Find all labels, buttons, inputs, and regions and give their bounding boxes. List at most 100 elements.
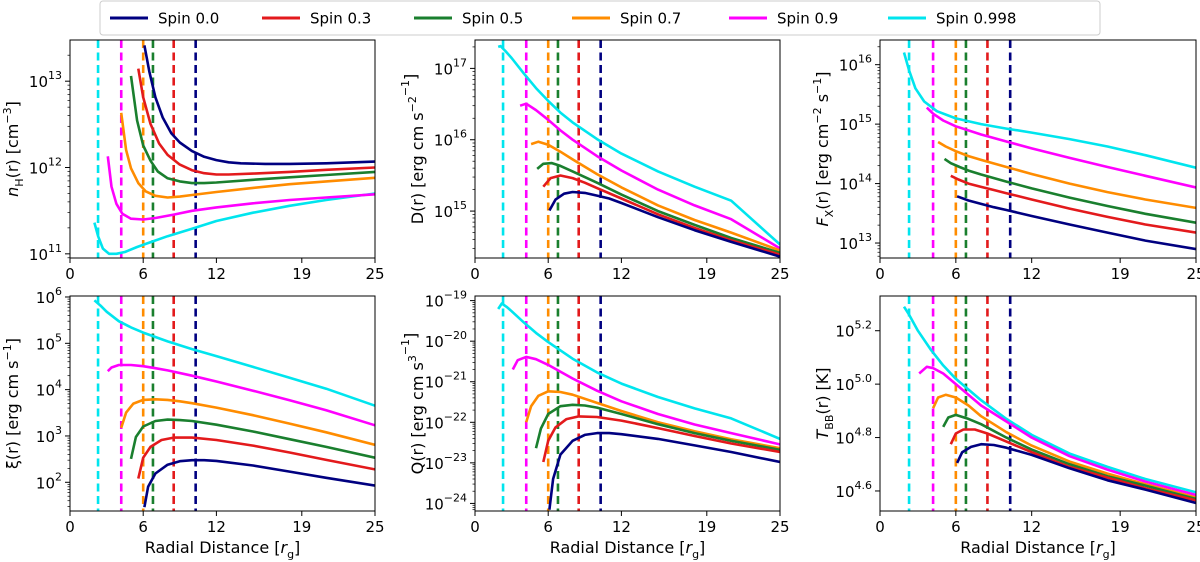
series-line bbox=[106, 156, 375, 221]
y-tick-label: 1013 bbox=[29, 69, 62, 91]
y-tick-label: 106 bbox=[36, 285, 62, 307]
y-axis-label: Q(r) [erg cm s3−1] bbox=[399, 333, 427, 475]
series-line bbox=[106, 363, 375, 427]
series-line bbox=[519, 102, 780, 250]
series-line bbox=[937, 140, 1196, 210]
series-line bbox=[955, 442, 1196, 505]
series-line bbox=[925, 106, 1196, 189]
axes-frame bbox=[69, 39, 376, 259]
series-line bbox=[548, 431, 780, 510]
x-tick-label: 12 bbox=[612, 518, 631, 536]
x-tick-label: 25 bbox=[365, 265, 384, 283]
series-line bbox=[548, 190, 780, 258]
x-tick-label: 19 bbox=[1111, 518, 1130, 536]
x-tick-label: 12 bbox=[1022, 518, 1041, 536]
x-tick-label: 19 bbox=[1111, 265, 1130, 283]
y-tick-label: 1016 bbox=[839, 53, 872, 75]
y-tick-label: 104 bbox=[36, 378, 62, 400]
panel-6: 0 6 12 19 25 104.6 104.8 105.0 105.2 TBB(r) [K] Ra… bbox=[813, 295, 1200, 561]
x-tick-label: 25 bbox=[1186, 265, 1200, 283]
x-axis-label: Radial Distance [rg] bbox=[960, 538, 1116, 561]
y-tick-label: 104.6 bbox=[835, 479, 872, 501]
legend-entry: Spin 0.5 bbox=[414, 10, 523, 28]
panel-2: 0 6 12 19 25 1015 1016 1017 D(r) [erg cm s−2−1] bbox=[399, 39, 790, 283]
x-tick-label: 19 bbox=[292, 265, 311, 283]
y-axis-label: ξ(r) [erg cm s−1] bbox=[1, 338, 22, 469]
y-tick-label: 1013 bbox=[839, 231, 872, 253]
series-line bbox=[137, 436, 375, 479]
series-line bbox=[949, 428, 1196, 502]
y-tick-label: 10−22 bbox=[425, 410, 467, 432]
x-axis-label: Radial Distance [rg] bbox=[550, 538, 706, 561]
series-line bbox=[542, 415, 780, 463]
series-line bbox=[119, 397, 375, 447]
series-line bbox=[902, 52, 1196, 169]
legend-label: Spin 0.9 bbox=[777, 10, 838, 28]
series-line bbox=[902, 306, 1196, 494]
x-tick-label: 6 bbox=[138, 265, 148, 283]
x-tick-label: 12 bbox=[612, 265, 631, 283]
series-line bbox=[497, 302, 780, 441]
plot-area bbox=[497, 296, 780, 511]
x-tick-label: 19 bbox=[697, 265, 716, 283]
x-tick-label: 0 bbox=[65, 518, 75, 536]
x-tick-label: 6 bbox=[138, 518, 148, 536]
x-tick-label: 19 bbox=[292, 518, 311, 536]
axes-frame bbox=[474, 39, 781, 259]
series-line bbox=[129, 75, 375, 185]
y-tick-label: 103 bbox=[36, 424, 62, 446]
y-tick-label: 1012 bbox=[29, 156, 62, 178]
x-tick-label: 0 bbox=[470, 265, 480, 283]
plot-area bbox=[93, 40, 375, 258]
x-tick-label: 6 bbox=[951, 265, 961, 283]
series-line bbox=[942, 413, 1196, 501]
series-line bbox=[497, 44, 780, 246]
plot-area bbox=[902, 40, 1196, 258]
panel-4: 0 6 12 19 25 102 103 104 105 106 ξ(r) [erg cm s−1]… bbox=[1, 285, 385, 561]
y-tick-label: 105.2 bbox=[835, 319, 872, 341]
series-line bbox=[129, 418, 375, 460]
x-tick-label: 19 bbox=[697, 518, 716, 536]
legend-label: Spin 0.0 bbox=[158, 10, 219, 28]
y-tick-label: 102 bbox=[36, 470, 62, 492]
axes-frame bbox=[474, 295, 781, 512]
y-tick-label: 10−21 bbox=[425, 370, 467, 392]
x-axis-label: Radial Distance [rg] bbox=[145, 538, 301, 561]
y-tick-label: 1011 bbox=[29, 242, 62, 264]
axes-frame bbox=[879, 295, 1197, 512]
y-tick-label: 1014 bbox=[839, 172, 872, 194]
y-tick-label: 104.8 bbox=[835, 426, 872, 448]
legend: Spin 0.0 Spin 0.3 Spin 0.5 Spin 0.7 Spin 0.9… bbox=[99, 0, 1101, 36]
y-axis-label: TBB(r) [K] bbox=[813, 368, 836, 440]
series-line bbox=[542, 174, 780, 256]
series-line bbox=[93, 192, 375, 256]
x-tick-label: 25 bbox=[770, 265, 789, 283]
series-line bbox=[524, 389, 780, 450]
y-axis-label: FX(r) [erg cm−2 s−1] bbox=[811, 71, 836, 226]
y-tick-label: 105.0 bbox=[835, 372, 872, 394]
y-axis-label: D(r) [erg cm s−2−1] bbox=[399, 74, 427, 225]
plot-area bbox=[93, 296, 375, 511]
series-line bbox=[956, 195, 1196, 251]
series-line bbox=[530, 140, 780, 252]
plot-area bbox=[497, 40, 780, 258]
series-line bbox=[918, 365, 1196, 497]
x-tick-label: 0 bbox=[65, 265, 75, 283]
series-line bbox=[93, 299, 375, 407]
series-line bbox=[143, 45, 375, 166]
y-tick-label: 10−23 bbox=[425, 451, 467, 473]
x-tick-label: 12 bbox=[207, 518, 226, 536]
y-tick-label: 10−24 bbox=[425, 491, 467, 513]
x-tick-label: 6 bbox=[543, 265, 553, 283]
x-tick-label: 0 bbox=[875, 265, 885, 283]
series-line bbox=[143, 458, 375, 508]
legend-label: Spin 0.5 bbox=[462, 10, 523, 28]
plot-area bbox=[902, 296, 1196, 511]
x-tick-label: 0 bbox=[875, 518, 885, 536]
x-tick-label: 0 bbox=[470, 518, 480, 536]
y-tick-label: 10−19 bbox=[425, 289, 467, 311]
axes-frame bbox=[879, 39, 1197, 259]
